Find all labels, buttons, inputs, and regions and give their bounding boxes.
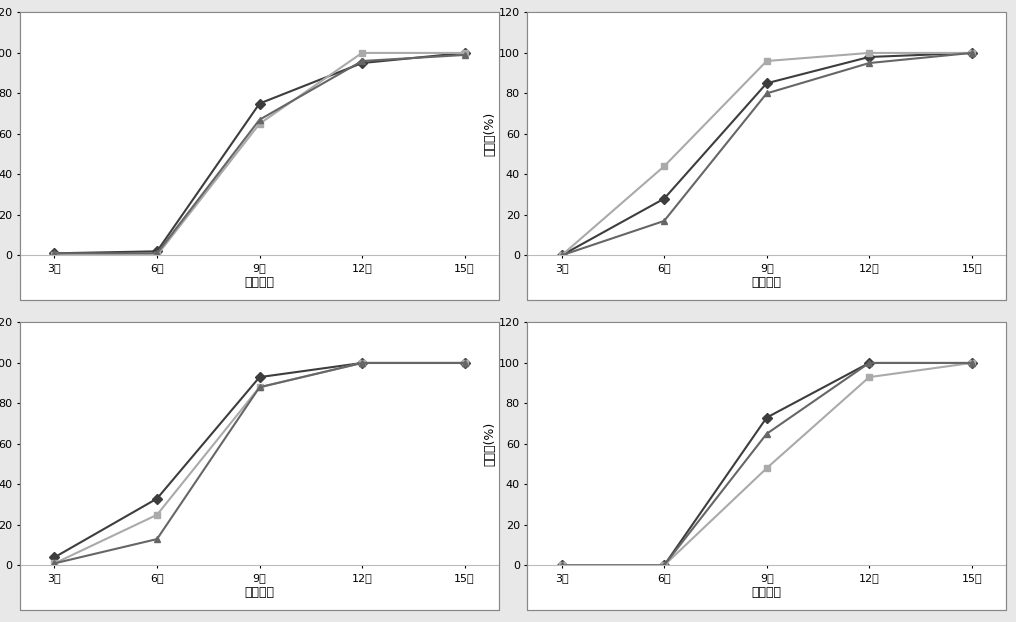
Y-axis label: 맹아율(%): 맹아율(%) [483, 422, 496, 466]
X-axis label: 치상일수: 치상일수 [245, 276, 274, 289]
Legend: 7/10 상온, 8/10 상온, 9/10 상온: 7/10 상온, 8/10 상온, 9/10 상온 [145, 332, 374, 342]
Y-axis label: 맹아율(%): 맹아율(%) [483, 112, 496, 156]
X-axis label: 치상일수: 치상일수 [245, 586, 274, 599]
X-axis label: 치상일수: 치상일수 [752, 586, 781, 599]
Legend: 7/10 10℃, 8/10 10℃, 9/10 10℃: 7/10 10℃, 8/10 10℃, 9/10 10℃ [632, 332, 901, 342]
X-axis label: 치상일수: 치상일수 [752, 276, 781, 289]
